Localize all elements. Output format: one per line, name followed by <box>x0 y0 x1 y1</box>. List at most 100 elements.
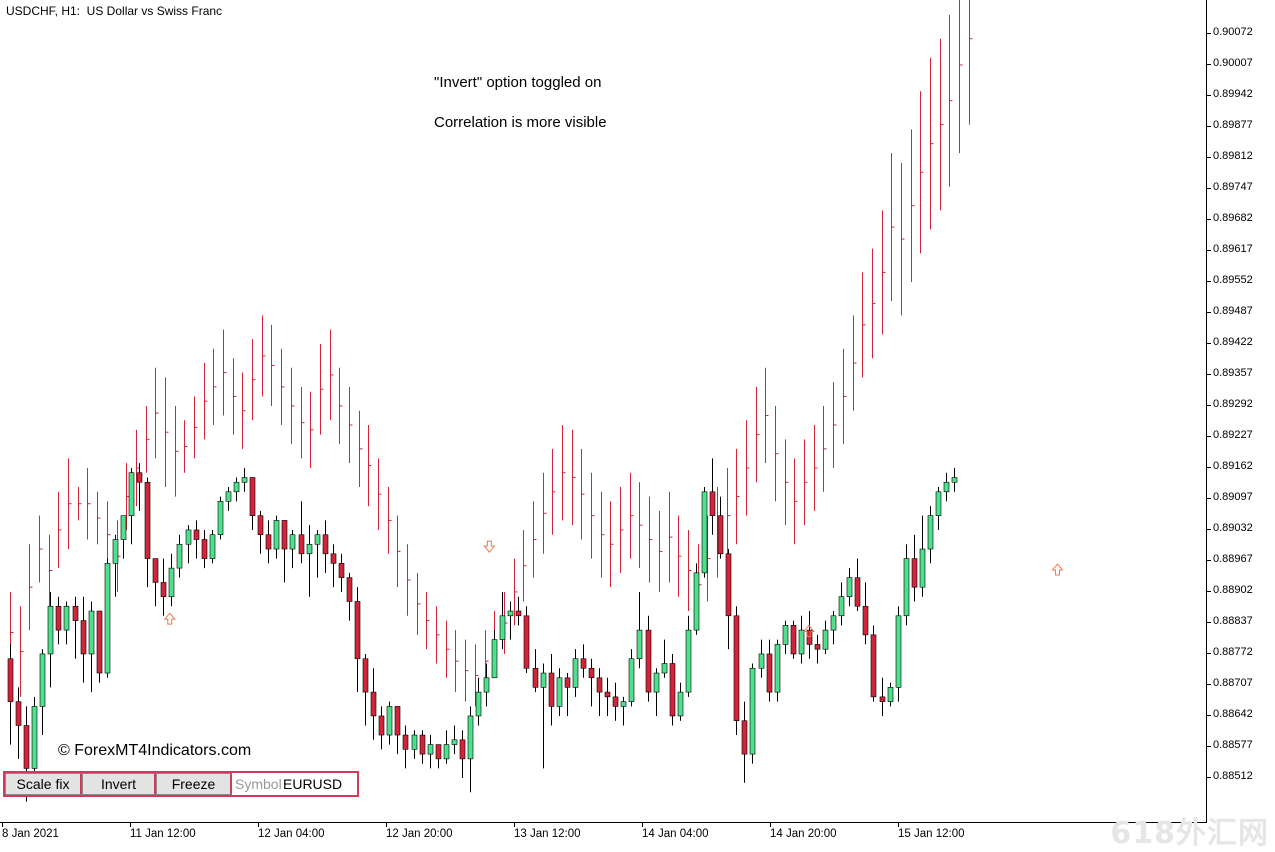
candle-bull <box>306 543 313 555</box>
invert-button[interactable]: Invert <box>82 773 156 795</box>
candle-bull <box>830 615 837 631</box>
time-label: 12 Jan 04:00 <box>258 828 325 840</box>
candle-bull <box>653 672 660 693</box>
price-tick <box>1207 95 1211 96</box>
symbol-input[interactable]: Symbol EURUSD <box>232 773 357 795</box>
symbol-value: EURUSD <box>283 776 343 792</box>
candle-bear <box>80 620 87 655</box>
freeze-button[interactable]: Freeze <box>156 773 232 795</box>
candle-bear <box>7 658 14 702</box>
time-label: 15 Jan 12:00 <box>898 828 965 840</box>
candle-bull <box>427 744 434 755</box>
arrow-up-icon <box>802 624 815 638</box>
candle-bear <box>55 605 62 631</box>
candle-bear <box>265 534 272 550</box>
candle-bull <box>677 691 684 717</box>
candle-bear <box>741 720 748 755</box>
candle-bull <box>838 596 845 617</box>
candle-bull <box>798 629 805 655</box>
price-label: 0.90007 <box>1213 57 1253 69</box>
price-label: 0.89682 <box>1213 212 1253 224</box>
price-label: 0.88967 <box>1213 553 1253 565</box>
candle-bull <box>685 629 692 693</box>
time-tick <box>258 823 259 827</box>
candle-bear <box>354 601 361 660</box>
price-tick <box>1207 436 1211 437</box>
candle-bull <box>507 610 514 617</box>
price-label: 0.89617 <box>1213 243 1253 255</box>
candle-bull <box>475 691 482 717</box>
candle-bear <box>709 491 716 516</box>
candle-bull <box>128 472 135 516</box>
candle-bear <box>346 577 353 602</box>
candle-bear <box>548 672 555 707</box>
price-label: 0.89292 <box>1213 398 1253 410</box>
candle-bull <box>951 477 958 483</box>
time-label: 13 Jan 12:00 <box>514 828 581 840</box>
price-label: 0.88837 <box>1213 615 1253 627</box>
arrow-up-icon <box>1051 563 1064 576</box>
price-tick <box>1207 467 1211 468</box>
candle-bear <box>201 539 208 559</box>
candle-bear <box>604 691 611 698</box>
chart-area[interactable] <box>0 0 1207 823</box>
price-tick <box>1207 777 1211 778</box>
candle-bear <box>612 696 619 707</box>
candle-bear <box>257 515 264 536</box>
time-tick <box>898 823 899 827</box>
candle-bull <box>39 653 46 707</box>
candle-bull <box>782 625 789 645</box>
price-label: 0.88772 <box>1213 646 1253 658</box>
time-label: 11 Jan 12:00 <box>130 828 196 840</box>
candle-bear <box>766 653 773 693</box>
candle-bull <box>556 677 563 707</box>
candle-bear <box>152 558 159 583</box>
candle-bull <box>112 539 119 564</box>
candle-bull <box>289 534 296 550</box>
candle-bull <box>919 548 926 588</box>
candle-bull <box>168 567 175 598</box>
time-label: 8 Jan 2021 <box>2 828 59 840</box>
price-label: 0.89097 <box>1213 491 1253 503</box>
candle-bull <box>241 477 248 483</box>
price-label: 0.89227 <box>1213 429 1253 441</box>
candle-bear <box>911 558 918 588</box>
price-tick <box>1207 281 1211 282</box>
candle-bull <box>758 653 765 669</box>
candle-bear <box>717 515 724 555</box>
chart-canvas[interactable] <box>0 0 1207 823</box>
price-tick <box>1207 188 1211 189</box>
price-label: 0.89487 <box>1213 305 1253 317</box>
price-tick <box>1207 653 1211 654</box>
price-label: 0.89422 <box>1213 336 1253 348</box>
candle-bear <box>435 744 442 760</box>
price-tick <box>1207 746 1211 747</box>
candle-bear <box>459 739 466 760</box>
candle-bull <box>467 715 474 760</box>
candle-bear <box>862 605 869 636</box>
candle-bear <box>669 663 676 717</box>
price-tick <box>1207 715 1211 716</box>
candle-bear <box>402 734 409 750</box>
candle-bear <box>806 629 813 645</box>
candle-bull <box>935 491 942 516</box>
candle-bull <box>927 515 934 550</box>
arrow-down-icon <box>483 540 496 553</box>
scale-fix-button[interactable]: Scale fix <box>5 773 82 795</box>
candle-bear <box>23 725 30 769</box>
candle-bear <box>588 667 595 679</box>
candle-bull <box>499 615 506 640</box>
time-tick <box>770 823 771 827</box>
price-label: 0.89942 <box>1213 88 1253 100</box>
candle-bull <box>273 520 280 550</box>
candle-bear <box>281 520 288 550</box>
candle-bull <box>31 706 38 769</box>
price-tick <box>1207 33 1211 34</box>
annotation-invert: "Invert" option toggled on <box>434 74 602 91</box>
candle-bear <box>378 715 385 736</box>
time-label: 14 Jan 04:00 <box>642 828 709 840</box>
candle-bull <box>225 491 232 502</box>
price-label: 0.89747 <box>1213 181 1253 193</box>
candle-bull <box>887 687 894 702</box>
candle-bull <box>104 563 111 674</box>
